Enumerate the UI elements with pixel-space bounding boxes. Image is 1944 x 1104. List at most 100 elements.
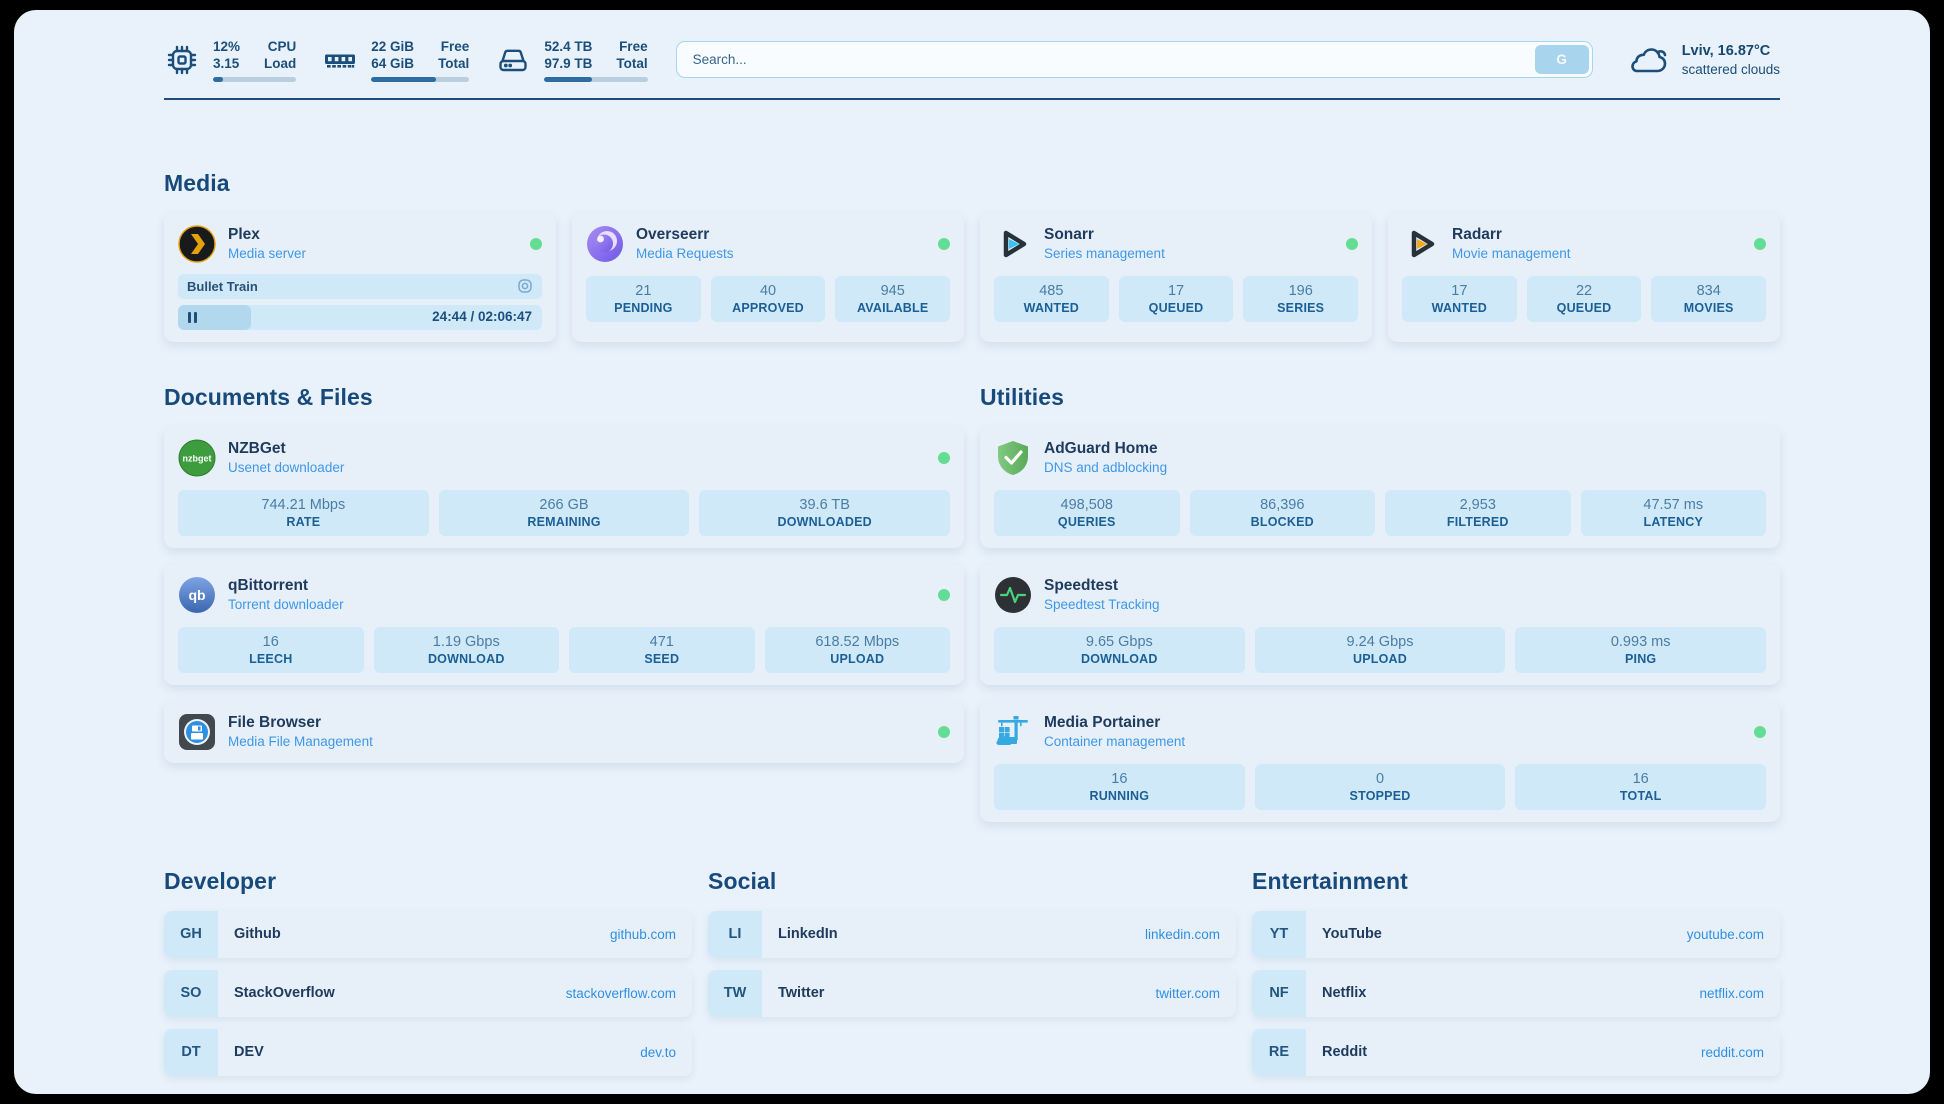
service-card-plex[interactable]: Plex Media server Bullet Train (164, 212, 556, 342)
service-card-sonarr[interactable]: Sonarr Series management 485 WANTED 17 Q… (980, 212, 1372, 342)
cpu-labels: CPU Load (264, 39, 297, 71)
stat-block: 17 QUEUED (1118, 275, 1234, 322)
section-title-utilities: Utilities (980, 383, 1064, 410)
service-card-adguard[interactable]: AdGuard Home DNS and adblocking 498,508 … (980, 426, 1780, 548)
bookmark-netflix[interactable]: NF Netflix netflix.com (1252, 969, 1780, 1017)
memory-widget: 22 GiB 64 GiB Free Total (322, 38, 470, 82)
service-subtitle: DNS and adblocking (1044, 460, 1168, 475)
adguard-text: AdGuard Home DNS and adblocking (1044, 440, 1167, 475)
bookmark-reddit[interactable]: RE Reddit reddit.com (1252, 1028, 1780, 1076)
service-card-qbittorrent[interactable]: qb qBittorrent Torrent downloader (164, 563, 964, 685)
stat-block: 9.65 Gbps DOWNLOAD (994, 626, 1245, 673)
service-card-filebrowser[interactable]: File Browser Media File Management (164, 700, 964, 763)
service-card-radarr[interactable]: Radarr Movie management 17 WANTED 22 QUE… (1388, 212, 1780, 342)
bookmark-name: Github (234, 926, 281, 942)
stat-block: 17 WANTED (1402, 275, 1517, 322)
radarr-header: Radarr Movie management (1402, 225, 1766, 263)
nzbget-text: NZBGet Usenet downloader (228, 440, 344, 475)
bookmark-youtube[interactable]: YT YouTube youtube.com (1252, 910, 1780, 958)
stat-block: 266 GB REMAINING (438, 489, 690, 536)
stat-block: 9.24 Gbps UPLOAD (1254, 626, 1506, 673)
status-dot (1346, 237, 1358, 250)
bookmark-github[interactable]: GH Github github.com (164, 910, 692, 958)
status-dot (938, 237, 950, 250)
bookmark-stackoverflow[interactable]: SO StackOverflow stackoverflow.com (164, 969, 692, 1017)
cpu-widget-body: 12% 3.15 CPU Load (213, 38, 297, 82)
service-name: NZBGet (228, 440, 286, 457)
service-card-portainer[interactable]: Media Portainer Container management 16 … (980, 700, 1780, 822)
speedtest-icon (994, 576, 1032, 614)
stat-block: 196 SERIES (1243, 275, 1359, 322)
stat-block: 471 SEED (569, 626, 755, 673)
disk-widget-body: 52.4 TB 97.9 TB Free Total (544, 38, 648, 82)
bookmark-name: Twitter (778, 985, 825, 1001)
sonarr-stats: 485 WANTED 17 QUEUED 196 SERIES (994, 275, 1359, 322)
plex-text: Plex Media server (228, 226, 306, 261)
now-playing-bar: Bullet Train (178, 273, 542, 299)
top-bar: 12% 3.15 CPU Load (164, 10, 1780, 82)
memory-icon (322, 42, 358, 78)
cpu-values: 12% 3.15 (213, 39, 241, 71)
memory-labels: Free Total (438, 39, 470, 71)
stat-block: 834 MOVIES (1651, 275, 1767, 322)
cpu-progress-fill (213, 77, 223, 82)
speedtest-header: Speedtest Speedtest Tracking (994, 576, 1766, 614)
bookmark-twitter[interactable]: TW Twitter twitter.com (708, 969, 1236, 1017)
overseerr-stats: 21 PENDING 40 APPROVED 945 AVAILABLE (586, 275, 951, 322)
service-subtitle: Movie management (1452, 246, 1571, 261)
stat-block: 0 STOPPED (1254, 763, 1506, 810)
sonarr-text: Sonarr Series management (1044, 226, 1165, 261)
stat-block: 744.21 Mbps RATE (178, 489, 429, 536)
search-provider-button[interactable]: G (1534, 45, 1589, 75)
stat-block: 40 APPROVED (710, 275, 826, 322)
service-card-nzbget[interactable]: nzbget NZBGet Usenet downloader 74 (164, 426, 964, 548)
pause-icon[interactable] (188, 311, 197, 323)
bookmark-group-developer: Developer GH Github github.com SO StackO… (164, 868, 692, 1076)
service-subtitle: Media server (228, 246, 307, 261)
section-title-social: Social (708, 867, 777, 894)
service-name: Overseerr (636, 226, 710, 243)
bookmark-name: Netflix (1322, 985, 1367, 1001)
bookmark-abbr: RE (1252, 1028, 1306, 1076)
adguard-icon (994, 439, 1032, 477)
speedtest-text: Speedtest Speedtest Tracking (1044, 577, 1160, 612)
service-name: Plex (228, 226, 260, 243)
bookmark-abbr: TW (708, 969, 762, 1017)
nzbget-stats: 744.21 Mbps RATE 266 GB REMAINING 39.6 T… (178, 489, 951, 536)
bookmark-url: youtube.com (1686, 926, 1764, 942)
bookmark-abbr: GH (164, 910, 218, 958)
speedtest-stats: 9.65 Gbps DOWNLOAD 9.24 Gbps UPLOAD 0.99… (994, 626, 1767, 673)
bookmark-name: StackOverflow (234, 985, 335, 1001)
bookmark-url: reddit.com (1700, 1044, 1764, 1060)
bookmark-dev[interactable]: DT DEV dev.to (164, 1028, 692, 1076)
service-card-overseerr[interactable]: Overseerr Media Requests 21 PENDING 40 A… (572, 212, 964, 342)
plex-icon (178, 224, 216, 263)
bookmark-group-social: Social LI LinkedIn linkedin.com TW Twitt… (708, 868, 1236, 1076)
radarr-icon (1402, 225, 1440, 263)
cpu-widget: 12% 3.15 CPU Load (164, 38, 297, 82)
status-dot (938, 725, 950, 738)
bookmark-linkedin[interactable]: LI LinkedIn linkedin.com (708, 910, 1236, 958)
service-card-speedtest[interactable]: Speedtest Speedtest Tracking 9.65 Gbps D… (980, 563, 1780, 685)
plex-header: Plex Media server (178, 224, 542, 263)
dashboard-page: 12% 3.15 CPU Load (14, 10, 1930, 1094)
stat-block: 86,396 BLOCKED (1189, 489, 1375, 536)
service-name: qBittorrent (228, 577, 309, 594)
stat-block: 945 AVAILABLE (835, 275, 951, 322)
disk-progress-bar (544, 77, 648, 82)
bookmark-abbr: YT (1252, 910, 1306, 958)
bookmark-abbr: LI (708, 910, 762, 958)
portainer-header: Media Portainer Container management (994, 713, 1766, 751)
bookmark-group-entertainment: Entertainment YT YouTube youtube.com NF … (1252, 868, 1780, 1076)
search-input[interactable] (679, 52, 1535, 68)
search-box: G (675, 41, 1593, 79)
stat-block: 16 TOTAL (1515, 763, 1767, 810)
radarr-stats: 17 WANTED 22 QUEUED 834 MOVIES (1402, 275, 1767, 322)
overseerr-header: Overseerr Media Requests (586, 225, 950, 263)
bookmark-url: twitter.com (1155, 985, 1220, 1001)
section-title-entertainment: Entertainment (1252, 867, 1408, 894)
qbittorrent-text: qBittorrent Torrent downloader (228, 577, 344, 612)
stat-block: 47.57 ms LATENCY (1580, 489, 1766, 536)
stat-block: 39.6 TB DOWNLOADED (699, 489, 951, 536)
portainer-stats: 16 RUNNING 0 STOPPED 16 TOTAL (994, 763, 1767, 810)
